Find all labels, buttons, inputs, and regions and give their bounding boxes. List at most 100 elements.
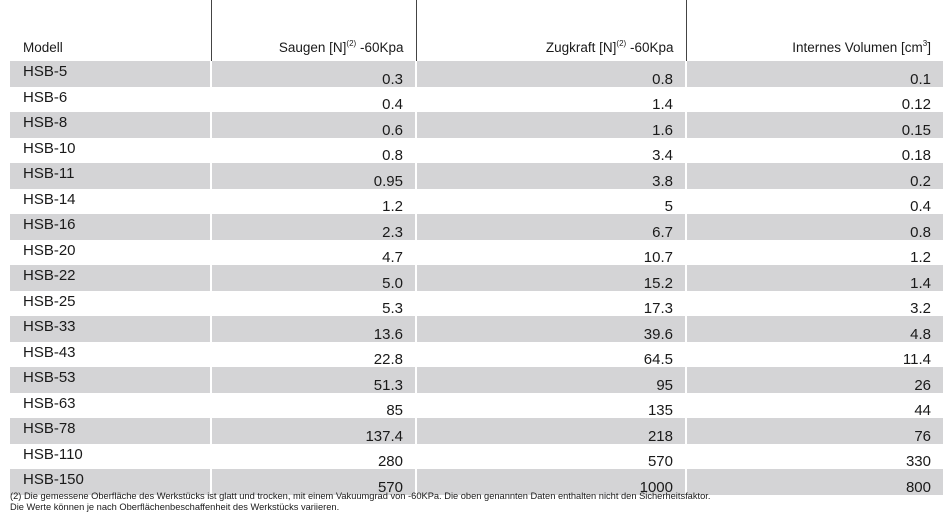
cell-suction: 137.4 — [210, 418, 416, 444]
cell-pull: 1000 — [415, 469, 686, 495]
cell-pull: 17.3 — [415, 290, 686, 316]
cell-volume: 330 — [685, 443, 943, 469]
table-row: HSB-20 4.7 10.7 1.2 — [10, 239, 943, 265]
cell-pull: 64.5 — [415, 341, 686, 367]
footnote-line-2: Die Werte können je nach Oberflächenbesc… — [10, 501, 340, 512]
cell-volume: 11.4 — [685, 341, 943, 367]
cell-model: HSB-22 — [10, 265, 211, 291]
cell-pull: 3.8 — [415, 163, 686, 189]
cell-suction: 13.6 — [210, 316, 416, 342]
header-pull-footnote-ref: (2) — [616, 39, 627, 48]
cell-model: HSB-25 — [23, 292, 76, 310]
table-row: HSB-14 1.2 5 0.4 — [10, 188, 943, 214]
cell-volume: 44 — [685, 392, 943, 418]
cell-model: HSB-10 — [23, 139, 76, 157]
cell-pull: 15.2 — [415, 265, 686, 291]
cell-pull: 39.6 — [415, 316, 686, 342]
table-row: HSB-25 5.3 17.3 3.2 — [10, 290, 943, 316]
header-pull-label: Zugkraft [N] — [545, 40, 617, 55]
cell-pull: 1.4 — [415, 86, 686, 112]
cell-suction: 0.8 — [210, 137, 416, 163]
cell-model: HSB-150 — [10, 469, 211, 495]
cell-model: HSB-5 — [10, 61, 211, 87]
header-volume-unit-exponent: 3 — [922, 39, 928, 48]
header-suction-unit: -60Kpa — [356, 40, 404, 55]
cell-volume: 0.2 — [685, 163, 943, 189]
cell-model: HSB-16 — [10, 214, 211, 240]
cell-volume: 1.2 — [685, 239, 943, 265]
cell-pull: 5 — [415, 188, 686, 214]
cell-model: HSB-33 — [10, 316, 211, 342]
cell-pull: 10.7 — [415, 239, 686, 265]
cell-model: HSB-11 — [10, 163, 211, 189]
cell-pull: 570 — [415, 443, 686, 469]
cell-model: HSB-6 — [23, 88, 68, 106]
table-row: HSB-11 0.95 3.8 0.2 — [10, 163, 943, 189]
header-pull: Zugkraft [N](2) -60Kpa — [415, 0, 686, 61]
header-volume-label: Internes Volumen [cm — [792, 40, 923, 55]
header-volume: Internes Volumen [cm3] — [685, 0, 943, 61]
table-row: HSB-63 85 135 44 — [10, 392, 943, 418]
cell-volume: 800 — [685, 469, 943, 495]
header-model-label: Modell — [23, 40, 63, 55]
cell-pull: 3.4 — [415, 137, 686, 163]
cell-volume: 76 — [685, 418, 943, 444]
cell-suction: 85 — [210, 392, 416, 418]
table-row: HSB-10 0.8 3.4 0.18 — [10, 137, 943, 163]
header-suction-label: Saugen [N] — [278, 40, 347, 55]
cell-volume: 0.4 — [685, 188, 943, 214]
table-row: HSB-6 0.4 1.4 0.12 — [10, 86, 943, 112]
cell-volume: 0.15 — [685, 112, 943, 138]
cell-model: HSB-20 — [23, 241, 76, 259]
cell-suction: 1.2 — [210, 188, 416, 214]
cell-model: HSB-53 — [10, 367, 211, 393]
cell-suction: 4.7 — [210, 239, 416, 265]
table-row: HSB-110 280 570 330 — [10, 443, 943, 469]
cell-suction: 280 — [210, 443, 416, 469]
header-model: Modell — [10, 0, 211, 61]
cell-suction: 51.3 — [210, 367, 416, 393]
header-volume-bracket: ] — [927, 40, 931, 55]
cell-pull: 135 — [415, 392, 686, 418]
cell-suction: 5.0 — [210, 265, 416, 291]
table-row: HSB-8 0.6 1.6 0.15 — [10, 112, 943, 138]
table-row: HSB-16 2.3 6.7 0.8 — [10, 214, 943, 240]
cell-volume: 0.1 — [685, 61, 943, 87]
cell-volume: 0.8 — [685, 214, 943, 240]
cell-volume: 0.12 — [685, 86, 943, 112]
cell-volume: 1.4 — [685, 265, 943, 291]
table-row: HSB-43 22.8 64.5 11.4 — [10, 341, 943, 367]
table-row: HSB-22 5.0 15.2 1.4 — [10, 265, 943, 291]
table-body: HSB-5 0.3 0.8 0.1 HSB-6 0.4 1.4 0.12 HSB-8 0.6 1.6… — [10, 61, 943, 495]
spec-table: Modell Saugen [N](2) -60Kpa Zugkraft [N]… — [10, 0, 943, 495]
cell-pull: 218 — [415, 418, 686, 444]
cell-pull: 6.7 — [415, 214, 686, 240]
cell-pull: 0.8 — [415, 61, 686, 87]
footnote: (2) Die gemessene Oberfläche des Werkstü… — [10, 491, 935, 512]
cell-suction: 0.3 — [210, 61, 416, 87]
table-row: HSB-5 0.3 0.8 0.1 — [10, 61, 943, 87]
cell-suction: 570 — [210, 469, 416, 495]
cell-model: HSB-8 — [10, 112, 211, 138]
cell-model: HSB-110 — [23, 445, 83, 463]
cell-volume: 4.8 — [685, 316, 943, 342]
header-pull-unit: -60Kpa — [626, 40, 674, 55]
header-suction-footnote-ref: (2) — [346, 39, 357, 48]
cell-suction: 0.6 — [210, 112, 416, 138]
spec-table-container: Modell Saugen [N](2) -60Kpa Zugkraft [N]… — [10, 0, 943, 495]
cell-suction: 2.3 — [210, 214, 416, 240]
cell-model: HSB-78 — [10, 418, 211, 444]
cell-volume: 26 — [685, 367, 943, 393]
cell-pull: 1.6 — [415, 112, 686, 138]
cell-volume: 3.2 — [685, 290, 943, 316]
cell-suction: 22.8 — [210, 341, 416, 367]
table-row: HSB-53 51.3 95 26 — [10, 367, 943, 393]
cell-model: HSB-43 — [23, 343, 76, 361]
table-row: HSB-78 137.4 218 76 — [10, 418, 943, 444]
cell-model: HSB-63 — [23, 394, 76, 412]
cell-volume: 0.18 — [685, 137, 943, 163]
cell-pull: 95 — [415, 367, 686, 393]
cell-suction: 5.3 — [210, 290, 416, 316]
table-row: HSB-150 570 1000 800 — [10, 469, 943, 495]
header-suction: Saugen [N](2) -60Kpa — [210, 0, 416, 61]
